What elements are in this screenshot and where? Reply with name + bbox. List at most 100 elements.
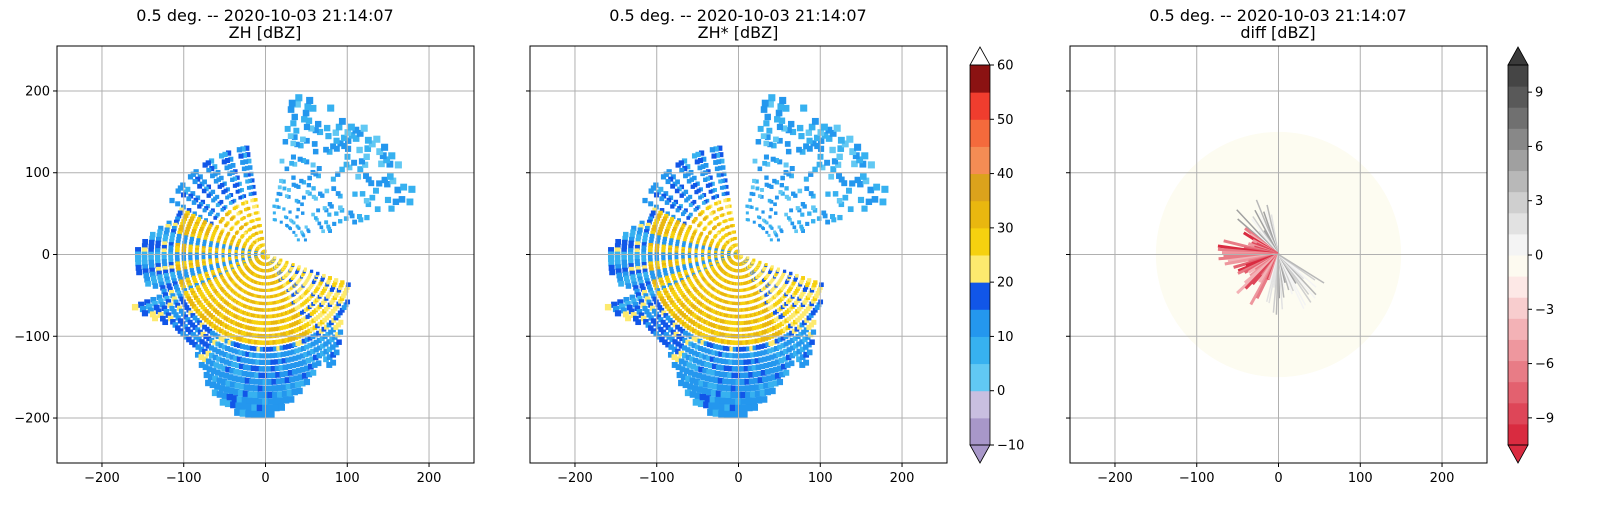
echo-cell	[251, 397, 259, 405]
echo-cell	[296, 184, 301, 189]
echo-cell	[249, 378, 256, 385]
echo-cell	[808, 332, 814, 338]
echo-cell	[253, 346, 258, 352]
echo-cell	[661, 285, 666, 290]
echo-cell	[286, 303, 290, 308]
echo-cell	[639, 283, 645, 289]
echo-cell	[183, 334, 189, 340]
echo-cell	[656, 235, 661, 240]
echo-cell	[192, 341, 198, 348]
echo-cell	[202, 341, 208, 347]
echo-cell	[327, 302, 333, 308]
echo-cell	[224, 157, 231, 164]
echo-cell	[201, 294, 206, 299]
echo-cell	[225, 195, 230, 200]
echo-cell	[297, 347, 303, 353]
echo-cell	[729, 320, 734, 325]
echo-cell	[209, 381, 217, 389]
echo-cell	[281, 325, 286, 330]
panel-zh-title: 0.5 deg. -- 2020-10-03 21:14:07	[136, 6, 393, 25]
echo-cell	[332, 295, 338, 301]
echo-cell	[694, 344, 700, 350]
echo-cell	[800, 104, 808, 112]
echo-cell	[341, 142, 348, 150]
echo-cell	[706, 355, 712, 361]
echo-cell	[338, 219, 343, 224]
echo-cell	[747, 204, 751, 209]
echo-cell	[271, 385, 278, 392]
echo-cell	[252, 326, 258, 332]
echo-cell	[198, 201, 204, 207]
echo-cell	[244, 305, 249, 309]
echo-cell	[677, 206, 682, 211]
echo-cell	[227, 360, 233, 367]
echo-cell	[653, 331, 659, 337]
echo-cell	[623, 296, 630, 303]
echo-cell	[804, 285, 809, 290]
echo-cell	[667, 254, 672, 259]
echo-cell	[790, 283, 795, 288]
echo-cell	[198, 290, 203, 295]
echo-cell	[729, 307, 733, 312]
echo-cell	[289, 343, 295, 349]
echo-cell	[718, 325, 723, 330]
echo-cell	[691, 343, 697, 349]
echo-cell	[682, 221, 687, 226]
echo-cell	[207, 225, 212, 230]
echo-cell	[148, 259, 155, 266]
echo-cell	[629, 294, 636, 301]
echo-cell	[145, 280, 151, 287]
echo-cell	[274, 359, 280, 365]
echo-cell	[849, 180, 856, 187]
echo-cell	[311, 362, 318, 368]
echo-cell	[662, 239, 667, 244]
echo-cell	[692, 328, 697, 334]
echo-cell	[666, 295, 672, 301]
echo-cell	[622, 311, 629, 318]
echo-cell	[786, 332, 792, 338]
echo-cell	[255, 301, 259, 305]
echo-cell	[752, 178, 757, 183]
echo-cell	[621, 259, 628, 266]
echo-cell	[774, 195, 779, 200]
echo-cell	[686, 362, 693, 368]
echo-cell	[175, 302, 181, 308]
echo-cell	[614, 243, 621, 249]
echo-cell	[250, 300, 254, 304]
echo-cell	[216, 391, 224, 398]
echo-cell	[666, 280, 671, 285]
echo-cell	[177, 210, 183, 216]
echo-cell	[657, 229, 663, 235]
echo-cell	[626, 304, 633, 311]
echo-cell	[696, 386, 703, 393]
echo-cell	[280, 351, 286, 357]
echo-cell	[718, 152, 724, 158]
echo-cell	[694, 314, 699, 319]
echo-cell	[300, 211, 305, 215]
echo-cell	[199, 322, 205, 328]
echo-cell	[750, 300, 754, 304]
echo-cell	[292, 230, 296, 234]
echo-cell	[171, 225, 177, 231]
echo-cell	[234, 231, 238, 235]
echo-cell	[752, 220, 756, 224]
echo-cell	[685, 230, 690, 234]
echo-cell	[778, 314, 783, 319]
echo-cell	[229, 312, 234, 316]
echo-cell	[217, 320, 222, 325]
echo-cell	[282, 207, 286, 211]
echo-cell	[212, 332, 218, 338]
echo-cell	[705, 176, 711, 181]
echo-cell	[703, 177, 708, 182]
echo-cell	[298, 340, 304, 345]
echo-cell	[721, 192, 726, 197]
echo-cell	[224, 400, 232, 408]
echo-cell	[279, 326, 284, 331]
echo-cell	[669, 238, 674, 243]
echo-cell	[722, 319, 727, 324]
echo-cell	[257, 314, 261, 319]
echo-cell	[202, 244, 206, 248]
echo-cell	[629, 233, 635, 239]
echo-cell	[190, 191, 196, 196]
echo-cell	[231, 375, 238, 382]
